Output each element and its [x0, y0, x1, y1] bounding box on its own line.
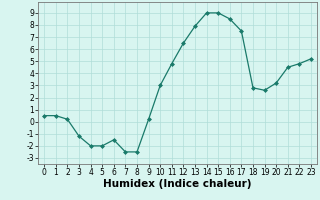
X-axis label: Humidex (Indice chaleur): Humidex (Indice chaleur) — [103, 179, 252, 189]
